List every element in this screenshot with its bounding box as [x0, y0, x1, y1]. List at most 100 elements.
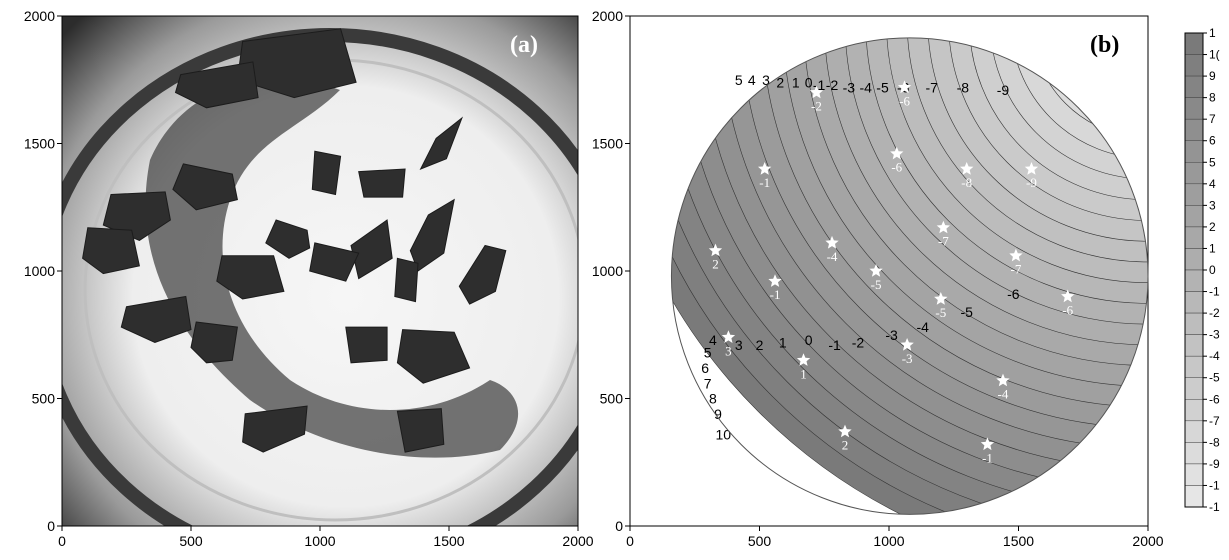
- panel-a: 0 500 1000 1500 2000 0 500 1000 1500 2000 (a): [24, 8, 594, 549]
- sample-point-star: [809, 85, 824, 99]
- colorbar-tick-label: -4: [1209, 349, 1220, 363]
- sample-point-star: [1024, 162, 1039, 175]
- colorbar-tick-label: -6: [1209, 392, 1220, 406]
- b-x-tick-label: 2000: [1132, 533, 1163, 549]
- colorbar-tick-label: 7: [1209, 112, 1216, 126]
- colorbar-tick-label: -8: [1209, 435, 1220, 449]
- b-x-tick-label: 1500: [1003, 533, 1034, 549]
- colorbar-band: [1184, 377, 1204, 400]
- colorbar-band: [1184, 291, 1204, 314]
- contour-label: 3: [762, 72, 770, 88]
- colorbar-tick-label: 3: [1209, 198, 1216, 212]
- sample-point-label: -4: [998, 387, 1009, 402]
- sample-point-label: -6: [899, 93, 910, 108]
- sample-point-star: [825, 235, 839, 249]
- sample-point-star: [996, 373, 1010, 387]
- sample-point-star: [708, 243, 723, 257]
- contour-label: -7: [926, 80, 939, 96]
- b-x-tick-label: 0: [626, 533, 634, 549]
- colorbar-tick-label: 1: [1209, 241, 1216, 255]
- sample-point-star: [934, 292, 948, 305]
- contour-label: -3: [885, 327, 898, 343]
- colorbar: 1 1(9 8 7 6 5 4 3 2 1 0 -1 -2 -3 -4 -5 -6 -7 -8 -9 -1 -1: [1184, 26, 1220, 514]
- colorbar-band: [1184, 355, 1204, 378]
- sample-point-star: [869, 264, 883, 277]
- sample-point-star: [936, 220, 950, 234]
- a-x-tick-label: 1500: [433, 533, 464, 549]
- colorbar-tick-label: 8: [1209, 91, 1216, 105]
- contour-label: 5: [735, 72, 743, 88]
- domain-outline: [670, 37, 1149, 515]
- b-y-tick-label: 0: [615, 518, 623, 534]
- sample-point-label: -5: [935, 305, 946, 320]
- sample-point-label: -6: [1062, 303, 1073, 318]
- sample-point-label: -2: [811, 99, 822, 114]
- contour-label: 3: [735, 337, 743, 353]
- contour-label: 2: [776, 74, 784, 90]
- b-x-tick-label: 500: [748, 533, 772, 549]
- sample-point-label: -4: [827, 249, 838, 264]
- sample-point-star: [960, 162, 974, 175]
- colorbar-tick-label: 4: [1209, 177, 1216, 191]
- sample-point-star: [1009, 248, 1023, 262]
- sample-point-star: [758, 162, 772, 175]
- a-y-tick-label: 0: [47, 518, 55, 534]
- colorbar-tick-label: -1: [1209, 500, 1220, 514]
- contour-label: 0: [805, 74, 813, 90]
- contour-label: 5: [704, 345, 712, 361]
- colorbar-band: [1184, 399, 1204, 422]
- colorbar-tick-label: 0: [1209, 263, 1216, 277]
- a-y-tick-label: 500: [32, 391, 56, 407]
- panel-b: 543210-1-2-3-4-5-6-7-8-9543210-1-2-3-4-5…: [592, 8, 1164, 549]
- dark-fragment: [396, 329, 471, 384]
- colorbar-band: [1184, 463, 1204, 486]
- sample-point-label: -5: [871, 277, 882, 292]
- colorbar-tick-label: 2: [1209, 220, 1216, 234]
- sample-point-star: [768, 274, 782, 287]
- dark-fragment: [458, 244, 507, 305]
- dark-fragment: [311, 150, 342, 196]
- colorbar-tick-label: -7: [1209, 414, 1220, 428]
- colorbar-tick-label: -9: [1209, 457, 1220, 471]
- b-y-tick-label: 500: [600, 391, 624, 407]
- colorbar-band: [1184, 442, 1204, 465]
- dark-fragment: [242, 405, 308, 453]
- colorbar-band: [1184, 226, 1204, 249]
- a-y-tick-label: 1000: [24, 263, 55, 279]
- sample-point-label: 1: [800, 366, 807, 381]
- colorbar-band: [1184, 32, 1204, 55]
- colorbar-band: [1184, 118, 1204, 141]
- dark-fragment: [174, 61, 259, 109]
- colorbar-tick-label: 6: [1209, 134, 1216, 148]
- contour-label: 0: [805, 332, 813, 348]
- contour-label: 1: [779, 335, 787, 351]
- colorbar-band: [1184, 140, 1204, 163]
- contour-label: 7: [704, 375, 712, 391]
- sample-point-label: 3: [725, 343, 732, 358]
- colorbar-tick-label: 1(: [1209, 48, 1220, 62]
- a-y-tick-label: 1500: [24, 136, 55, 152]
- dark-fragment: [409, 198, 455, 272]
- contour-label: 1: [792, 74, 800, 90]
- dark-fragment: [350, 219, 393, 280]
- sample-point-label: -3: [902, 351, 913, 366]
- colorbar-band: [1184, 269, 1204, 292]
- contour-label: -8: [957, 80, 970, 96]
- dark-fragment: [396, 408, 445, 453]
- contour-label: -1: [828, 337, 841, 353]
- sample-point-label: 2: [842, 438, 849, 453]
- a-x-tick-label: 500: [179, 533, 203, 549]
- contour-label: -5: [960, 304, 973, 320]
- panel-label-b: (b): [1090, 32, 1119, 58]
- contour-label: 2: [756, 337, 764, 353]
- colorbar-tick-label: -3: [1209, 328, 1220, 342]
- sample-point-label: -9: [1026, 175, 1037, 190]
- contour-label: 9: [714, 406, 722, 422]
- colorbar-tick-label: 5: [1209, 155, 1216, 169]
- panel-label-a: (a): [510, 32, 538, 58]
- a-y-tick-label: 2000: [24, 8, 55, 24]
- dark-fragment: [345, 326, 388, 364]
- sample-point-label: -7: [938, 234, 949, 249]
- contour-label: -4: [916, 319, 929, 335]
